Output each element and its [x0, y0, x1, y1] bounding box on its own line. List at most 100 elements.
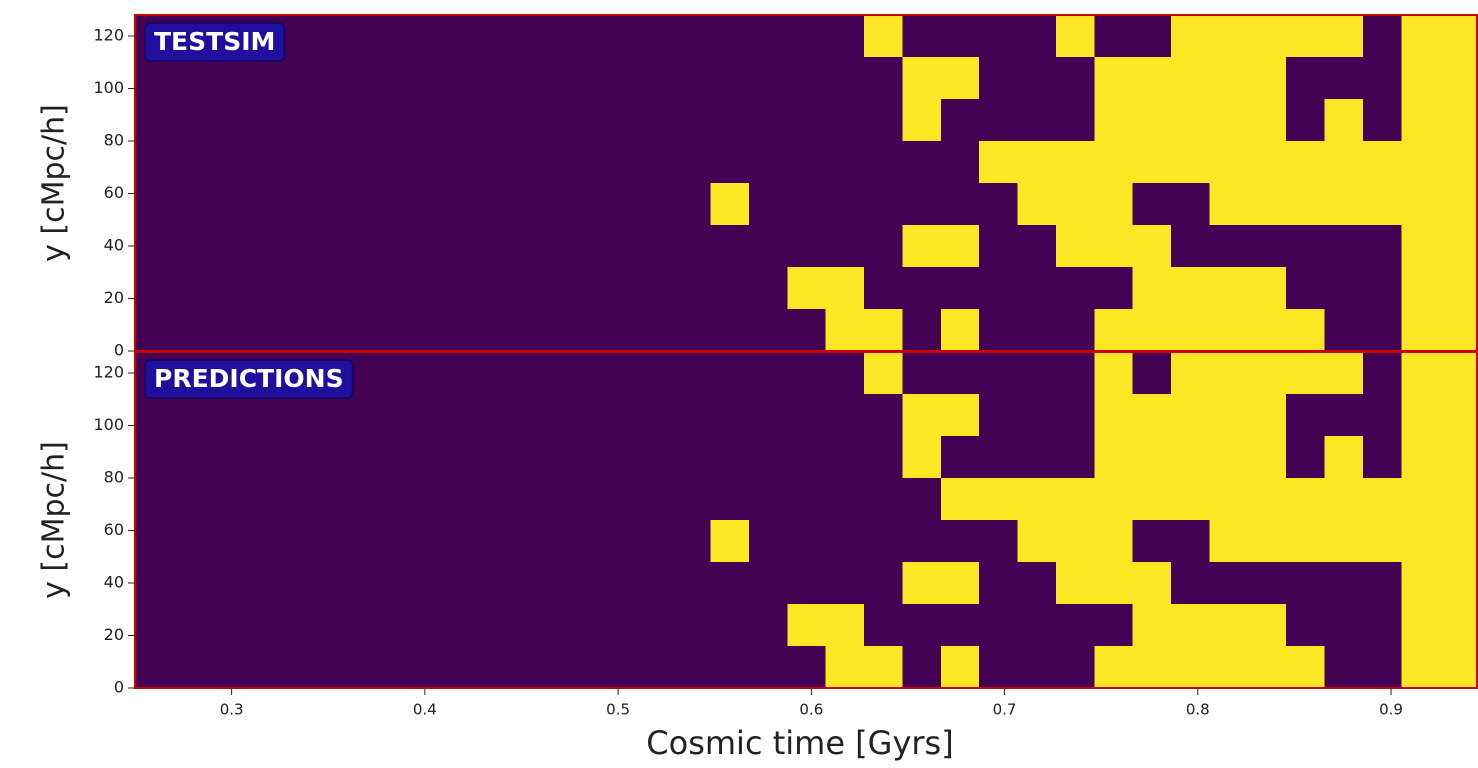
heatmap-cell [979, 520, 1019, 563]
heatmap-cell [787, 520, 827, 563]
heatmap-cell [825, 394, 865, 437]
heatmap-cell [173, 225, 213, 268]
heatmap-cell [672, 520, 712, 563]
heatmap-cell [365, 604, 405, 647]
heatmap-cell [787, 309, 827, 352]
heatmap-cell [441, 57, 481, 100]
heatmap-cell [1286, 309, 1326, 352]
heatmap-cell [557, 57, 596, 100]
heatmap-cell [940, 478, 980, 521]
heatmap-cell [326, 478, 366, 521]
heatmap-cell [1055, 604, 1095, 647]
heatmap-cell [864, 604, 903, 647]
x-tick-label: 0.6 [799, 701, 823, 719]
heatmap-cell [633, 267, 673, 310]
heatmap-cell [633, 352, 673, 395]
heatmap-cell [441, 520, 481, 563]
heatmap-cell [1132, 57, 1172, 100]
heatmap-cell [288, 478, 328, 521]
heatmap-cell [480, 394, 520, 437]
heatmap-cell [1209, 562, 1249, 605]
heatmap-cell [1324, 478, 1364, 521]
heatmap-cell [864, 352, 903, 395]
heatmap-cell [1171, 99, 1210, 142]
heatmap-cell [633, 309, 673, 352]
heatmap-cell [825, 183, 865, 226]
heatmap-cell [595, 309, 635, 352]
heatmap-cell [595, 99, 635, 142]
heatmap-cell [940, 309, 980, 352]
heatmap-cell [787, 436, 827, 479]
heatmap-cell [135, 520, 174, 563]
heatmap-cell [250, 436, 289, 479]
heatmap-cell [173, 520, 213, 563]
heatmap-cell [211, 562, 251, 605]
heatmap-cell [979, 15, 1019, 58]
heatmap-cell [1362, 394, 1402, 437]
heatmap-cell [710, 225, 750, 268]
heatmap-cell [480, 604, 520, 647]
heatmap-cell [825, 309, 865, 352]
heatmap-cell [787, 394, 827, 437]
heatmap-cell [1094, 646, 1134, 689]
heatmap-cell [902, 57, 942, 100]
heatmap-cell [1247, 267, 1287, 310]
heatmap-cell [787, 646, 827, 689]
heatmap-cell [403, 562, 443, 605]
heatmap-cell [1055, 562, 1095, 605]
heatmap-cell [787, 99, 827, 142]
heatmap-cell [710, 183, 750, 226]
heatmap-cell [480, 225, 520, 268]
heatmap-cell [211, 225, 251, 268]
heatmap-cell [902, 604, 942, 647]
heatmap-cell [135, 478, 174, 521]
heatmap-cell [441, 394, 481, 437]
heatmap-cell [326, 141, 366, 184]
heatmap-cell [1247, 99, 1287, 142]
heatmap-cell [1017, 57, 1057, 100]
heatmap-cell [1324, 309, 1364, 352]
heatmap-cell [326, 436, 366, 479]
heatmap-cell [1209, 646, 1249, 689]
heatmap-cell [365, 520, 405, 563]
heatmap-cell [173, 267, 213, 310]
heatmap-cell [940, 99, 980, 142]
heatmap-cell [787, 15, 827, 58]
heatmap-cell [748, 436, 788, 479]
heatmap-cell [1401, 520, 1441, 563]
heatmap-cell [1247, 15, 1287, 58]
heatmap-cell [288, 394, 328, 437]
heatmap-cell [326, 183, 366, 226]
heatmap-cell [250, 141, 289, 184]
heatmap-cell [173, 57, 213, 100]
heatmap-cell [1401, 141, 1441, 184]
heatmap-cell [288, 183, 328, 226]
heatmap-cell [1055, 15, 1095, 58]
heatmap-cell [748, 15, 788, 58]
heatmap-cell [1247, 520, 1287, 563]
heatmap-cell [1209, 436, 1249, 479]
heatmap-cell [1247, 436, 1287, 479]
heatmap-cell [1324, 225, 1364, 268]
heatmap-cell [1132, 520, 1172, 563]
heatmap-cell [135, 267, 174, 310]
heatmap-cell [173, 562, 213, 605]
heatmap-cell [518, 478, 558, 521]
heatmap-cell [1286, 478, 1326, 521]
heatmap-cell [365, 99, 405, 142]
heatmap-cell [480, 57, 520, 100]
heatmap-cell [365, 57, 405, 100]
heatmap-cell [135, 309, 174, 352]
heatmap-cell [173, 309, 213, 352]
heatmap-cell [441, 267, 481, 310]
heatmap-cell [902, 183, 942, 226]
heatmap-cell [710, 562, 750, 605]
heatmap-cell [1247, 478, 1287, 521]
heatmap-cell [710, 520, 750, 563]
heatmap-cell [672, 436, 712, 479]
heatmap-cell [672, 183, 712, 226]
heatmap-cell [1324, 99, 1364, 142]
heatmap-cell [1401, 394, 1441, 437]
heatmap-cell [441, 352, 481, 395]
heatmap-cell [441, 436, 481, 479]
